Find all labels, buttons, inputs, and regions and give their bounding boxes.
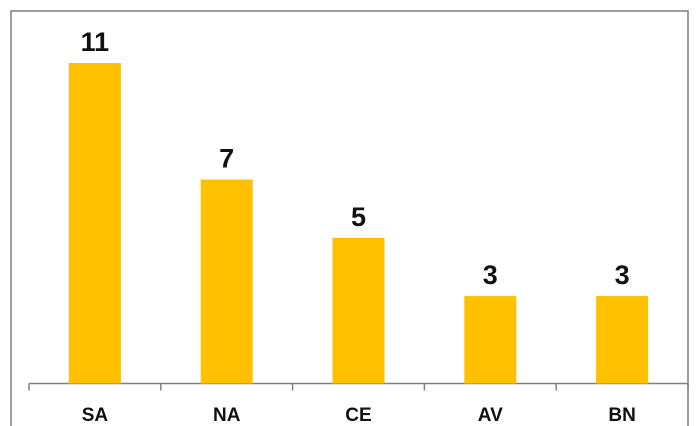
category-labels: SA NA CE AV BN	[82, 405, 636, 426]
category-label-bn: BN	[608, 405, 635, 426]
data-label-av: 3	[483, 260, 498, 290]
bar-av	[464, 296, 517, 384]
x-axis-ticks	[28, 383, 689, 391]
category-label-ce: CE	[345, 405, 371, 426]
bar-sa	[68, 63, 121, 384]
bar-na	[200, 179, 253, 384]
category-label-sa: SA	[82, 405, 109, 426]
data-label-bn: 3	[615, 260, 630, 290]
data-label-na: 7	[219, 144, 234, 174]
category-label-av: AV	[478, 405, 503, 426]
bar-bn	[596, 296, 649, 384]
data-label-ce: 5	[351, 202, 366, 232]
data-label-sa: 11	[81, 27, 110, 57]
bars	[68, 63, 649, 384]
data-labels: 11 7 5 3 3	[81, 27, 630, 290]
category-label-na: NA	[213, 405, 241, 426]
bar-ce	[332, 237, 385, 384]
